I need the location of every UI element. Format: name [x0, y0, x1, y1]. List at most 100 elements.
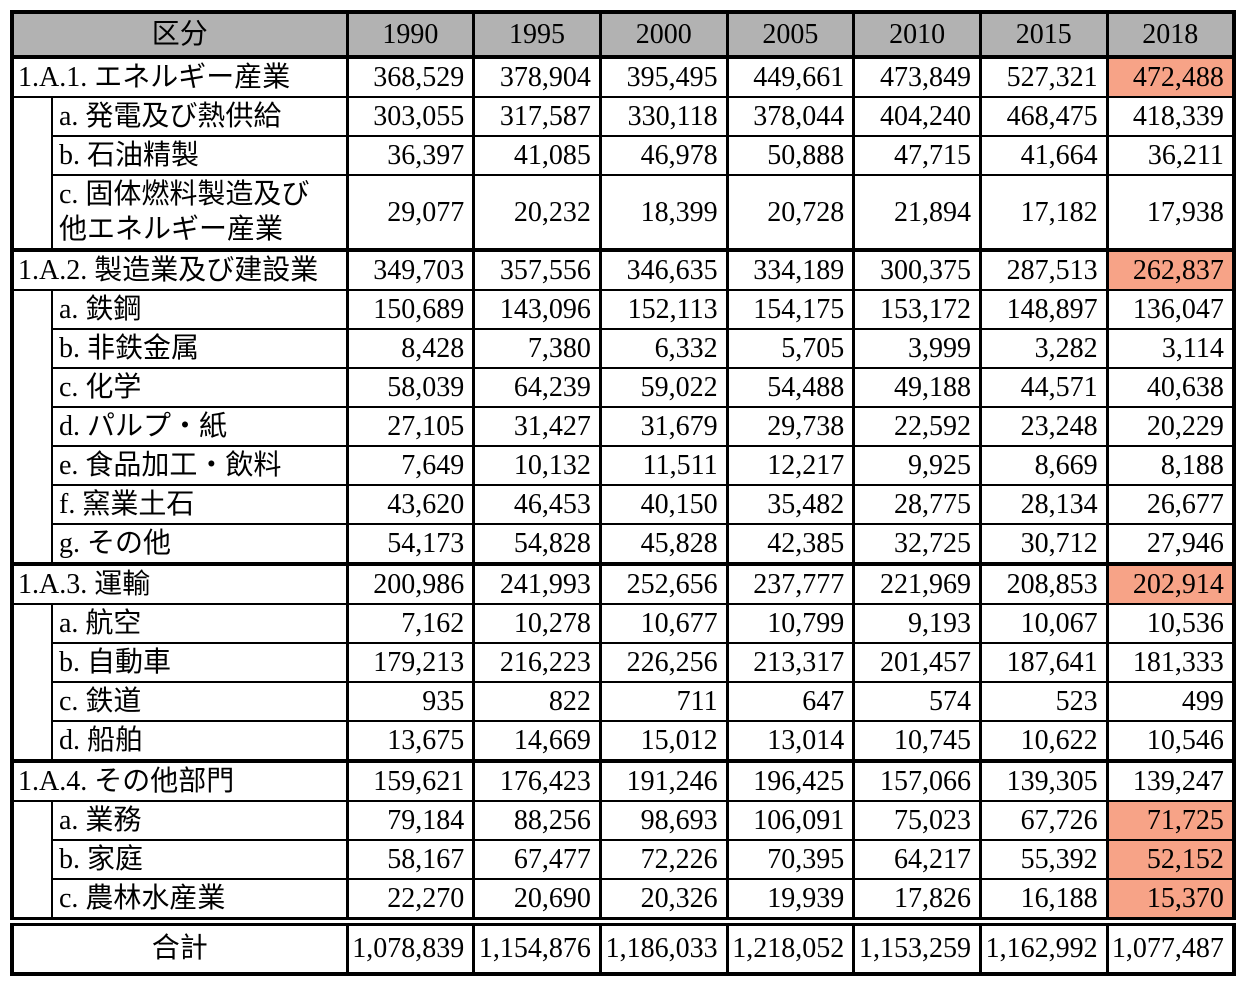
value-cell: 7,380: [472, 328, 602, 369]
value-cell: 187,641: [978, 642, 1109, 683]
value-cell: 300,375: [852, 248, 982, 291]
value-cell: 418,339: [1105, 96, 1236, 137]
value-cell: 44,571: [978, 367, 1109, 408]
value-cell: 176,423: [472, 759, 602, 802]
value-cell: 181,333: [1105, 642, 1236, 683]
year-header-2010: 2010: [852, 10, 982, 59]
value-cell: 40,150: [598, 484, 729, 525]
sub-row: e. 食品加工・飲料 7,649 10,132 11,511 12,217 9,925 8,…: [12, 445, 1236, 486]
value-cell: 58,167: [345, 839, 476, 880]
value-cell: 21,894: [852, 174, 982, 251]
sub-row: c. 農林水産業 22,270 20,690 20,326 19,939 17,826 16…: [12, 878, 1236, 923]
value-cell: 152,113: [598, 289, 729, 330]
value-cell: 45,828: [598, 523, 729, 565]
value-cell: 54,173: [345, 523, 476, 565]
value-cell: 31,427: [472, 406, 602, 447]
value-cell: 36,397: [345, 135, 476, 176]
value-cell: 647: [725, 681, 856, 722]
value-cell: 143,096: [472, 289, 602, 330]
value-cell: 27,105: [345, 406, 476, 447]
value-cell: 139,247: [1105, 759, 1236, 802]
sub-row: b. 自動車 179,213 216,223 226,256 213,317 201,45…: [12, 642, 1236, 683]
value-cell: 47,715: [852, 135, 982, 176]
sub-row-label: b. 石油精製: [50, 135, 349, 176]
sub-row: d. パルプ・紙 27,105 31,427 31,679 29,738 22,592 23…: [12, 406, 1236, 447]
group-row: 1.A.1. エネルギー産業 368,529 378,904 395,495 449,6…: [10, 55, 1236, 98]
value-cell: 46,978: [598, 135, 729, 176]
sub-row-label: d. 船舶: [50, 720, 349, 762]
value-cell: 17,826: [852, 878, 982, 923]
value-cell: 201,457: [852, 642, 982, 683]
value-cell: 157,066: [852, 759, 982, 802]
value-cell: 22,270: [345, 878, 476, 923]
value-cell: 202,914: [1105, 562, 1236, 605]
sub-row: f. 窯業土石 43,620 46,453 40,150 35,482 28,775 28,…: [12, 484, 1236, 525]
value-cell: 14,669: [472, 720, 602, 762]
value-cell: 16,188: [978, 878, 1109, 923]
total-row: 合計 1,078,839 1,154,876 1,186,033 1,218,052 1,…: [10, 917, 1236, 975]
value-cell: 58,039: [345, 367, 476, 408]
sub-row-label: d. パルプ・紙: [50, 406, 349, 447]
value-cell: 472,488: [1105, 55, 1236, 98]
value-cell: 79,184: [345, 800, 476, 841]
value-cell: 8,188: [1105, 445, 1236, 486]
value-cell: 136,047: [1105, 289, 1236, 330]
value-cell: 139,305: [978, 759, 1109, 802]
value-cell: 40,638: [1105, 367, 1236, 408]
total-value-cell: 1,153,259: [852, 917, 982, 975]
emissions-table: 区分 1990 1995 2000 2005 2010 2015 2018 1.A.1. エネ…: [10, 10, 1236, 976]
group-label: 1.A.3. 運輸: [10, 562, 349, 605]
total-value-cell: 1,154,876: [472, 917, 602, 975]
value-cell: 30,712: [978, 523, 1109, 565]
value-cell: 32,725: [852, 523, 982, 565]
value-cell: 10,067: [978, 603, 1109, 644]
value-cell: 404,240: [852, 96, 982, 137]
indent-cell: [10, 96, 53, 251]
sub-row-label: c. 化学: [50, 367, 349, 408]
value-cell: 64,217: [852, 839, 982, 880]
indent-cell: [10, 603, 53, 762]
sub-row: a. 航空 7,162 10,278 10,677 10,799 9,193 10,067 1…: [10, 603, 1236, 762]
value-cell: 20,728: [725, 174, 856, 251]
sub-row: b. 非鉄金属 8,428 7,380 6,332 5,705 3,999 3,282 3,1…: [12, 328, 1236, 369]
value-cell: 28,134: [978, 484, 1109, 525]
value-cell: 216,223: [472, 642, 602, 683]
value-cell: 357,556: [472, 248, 602, 291]
value-cell: 10,677: [598, 603, 729, 644]
value-cell: 368,529: [345, 55, 476, 98]
value-cell: 10,278: [472, 603, 602, 644]
value-cell: 303,055: [345, 96, 476, 137]
total-label: 合計: [10, 917, 349, 975]
value-cell: 9,925: [852, 445, 982, 486]
sub-row-label: b. 自動車: [50, 642, 349, 683]
year-header-2015: 2015: [978, 10, 1109, 59]
value-cell: 28,775: [852, 484, 982, 525]
value-cell: 52,152: [1105, 839, 1236, 880]
value-cell: 148,897: [978, 289, 1109, 330]
value-cell: 200,986: [345, 562, 476, 605]
value-cell: 22,592: [852, 406, 982, 447]
value-cell: 64,239: [472, 367, 602, 408]
table-header: 区分 1990 1995 2000 2005 2010 2015 2018: [10, 10, 1236, 59]
value-cell: 330,118: [598, 96, 729, 137]
value-cell: 106,091: [725, 800, 856, 841]
category-header: 区分: [10, 10, 349, 59]
value-cell: 395,495: [598, 55, 729, 98]
value-cell: 527,321: [978, 55, 1109, 98]
sub-row: g. その他 54,173 54,828 45,828 42,385 32,725 30,7…: [12, 523, 1236, 565]
total-value-cell: 1,162,992: [978, 917, 1109, 975]
value-cell: 88,256: [472, 800, 602, 841]
value-cell: 468,475: [978, 96, 1109, 137]
value-cell: 241,993: [472, 562, 602, 605]
value-cell: 71,725: [1105, 800, 1236, 841]
value-cell: 499: [1105, 681, 1236, 722]
value-cell: 226,256: [598, 642, 729, 683]
value-cell: 20,229: [1105, 406, 1236, 447]
value-cell: 13,014: [725, 720, 856, 762]
value-cell: 346,635: [598, 248, 729, 291]
value-cell: 50,888: [725, 135, 856, 176]
value-cell: 150,689: [345, 289, 476, 330]
sub-row: c. 鉄道 935 822 711 647 574 523 499: [12, 681, 1236, 722]
sub-row: c. 化学 58,039 64,239 59,022 54,488 49,188 44,57…: [12, 367, 1236, 408]
value-cell: 36,211: [1105, 135, 1236, 176]
